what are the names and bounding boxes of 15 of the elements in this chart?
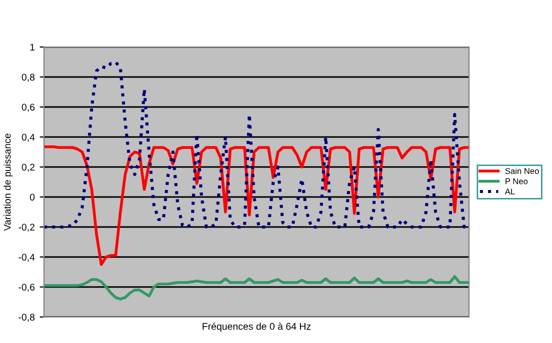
y-tick-label: -0,2 (18, 224, 34, 232)
x-axis-title: Fréquences de 0 à 64 Hz (202, 322, 311, 332)
y-tick-label: 1 (30, 44, 34, 51)
y-tick-label: -0,4 (18, 254, 35, 262)
y-tick-label: -0,6 (18, 284, 35, 292)
legend-label: P Neo (506, 178, 528, 184)
legend-label: Sain Neo (505, 168, 539, 174)
y-tick-label: 0,4 (22, 134, 35, 142)
y-axis-title: Variation de puissance (4, 134, 13, 231)
legend-label: AL (504, 188, 515, 194)
y-tick-label: 0,6 (22, 104, 35, 112)
y-tick-label: 0,8 (22, 74, 35, 82)
y-tick-label: 0,2 (22, 164, 34, 172)
y-tick-label: -0,8 (18, 314, 35, 322)
y-tick-label: 0 (30, 194, 35, 201)
